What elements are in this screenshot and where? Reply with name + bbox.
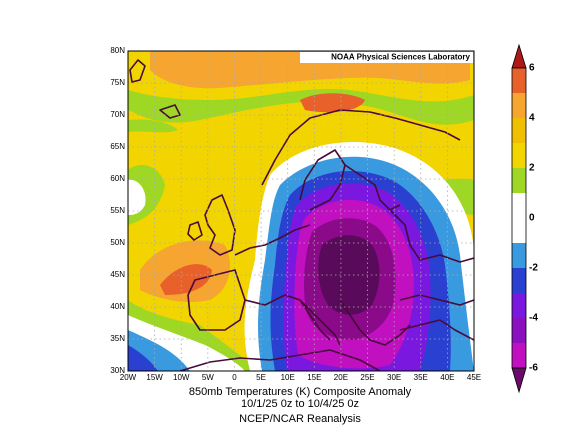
credit-box [300,52,473,63]
colorbar-label: -2 [529,263,538,274]
lat-label: 70N [110,110,125,119]
colorbar-label: -6 [529,363,538,374]
lat-label: 75N [110,78,125,87]
lon-label: 10E [281,373,295,382]
map-frame [127,50,475,372]
lat-label: 45N [110,270,125,279]
lon-label: 0 [232,373,237,382]
lat-label: 80N [110,46,125,55]
colorbar-label: 6 [529,63,535,74]
lon-label: 25E [360,373,374,382]
lat-label: 50N [110,238,125,247]
lon-label: 30E [387,373,401,382]
anomaly-map [128,51,474,371]
lon-label: 20E [334,373,348,382]
lat-label: 60N [110,174,125,183]
coastlines [129,59,474,371]
lon-label: 45E [467,373,481,382]
data-source: NCEP/NCAR Reanalysis [239,413,361,425]
lat-label: 30N [110,366,125,375]
lon-label: 15W [146,373,163,382]
lon-label: 10W [173,373,190,382]
lon-label: 20W [120,373,137,382]
colorbar-label: -4 [529,313,538,324]
lon-label: 5E [256,373,266,382]
date-range: 10/1/25 0z to 10/4/25 0z [241,398,359,410]
colorbar [511,43,527,394]
colorbar-labels: 6 4 2 0 -2 -4 -6 [529,63,538,374]
lon-label: 15E [307,373,321,382]
colorbar-label: 2 [529,163,535,174]
lat-label: 65N [110,142,125,151]
lon-label: 5W [202,373,214,382]
map-title: 850mb Temperatures (K) Composite Anomaly [189,386,412,398]
lat-label: 55N [110,206,125,215]
graticule [128,51,474,371]
lon-label: 35E [414,373,428,382]
colorbar-label: 4 [529,113,535,124]
lat-label: 40N [110,302,125,311]
colorbar-label: 0 [529,213,535,224]
credit: NOAA Physical Sciences Laboratory [331,53,470,62]
lat-label: 35N [110,334,125,343]
lon-label: 40E [440,373,454,382]
